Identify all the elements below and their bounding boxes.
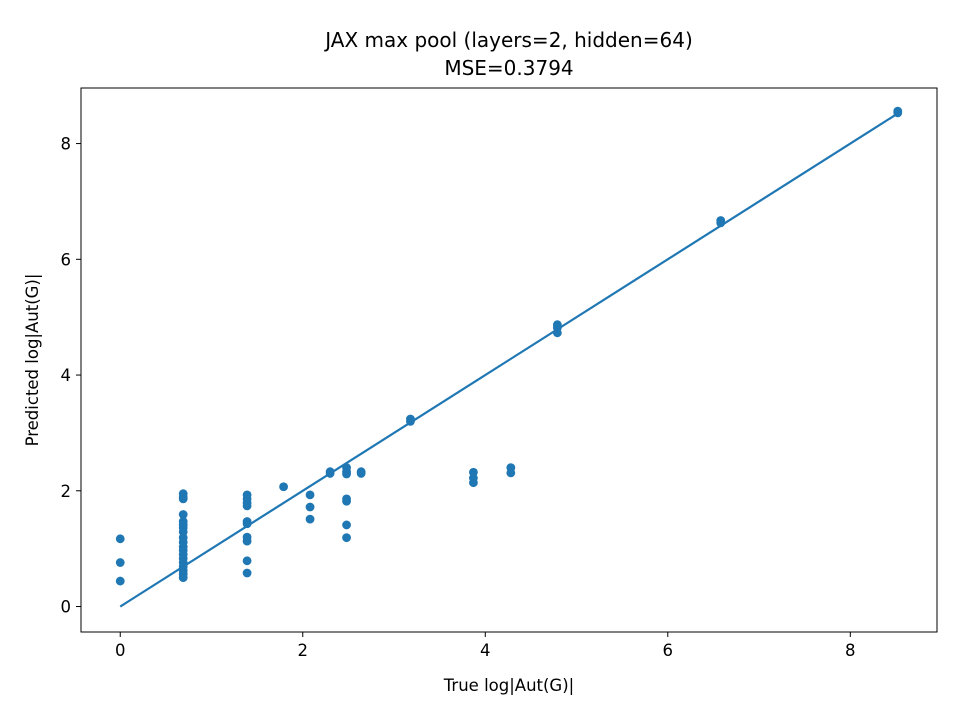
data-point [178, 510, 188, 519]
y-axis-label: Predicted log|Aut(G)| [23, 274, 42, 447]
plot-area-frame [80, 87, 938, 633]
y-tick-label: 0 [61, 598, 72, 617]
x-tick-label: 2 [298, 641, 309, 660]
y-tick-label: 4 [61, 366, 72, 385]
data-point [178, 573, 188, 582]
y-tick-label: 8 [61, 135, 72, 154]
data-point [242, 519, 252, 529]
data-point [305, 490, 315, 500]
data-point [305, 502, 315, 512]
data-point [342, 469, 351, 479]
y-tick-label: 2 [61, 482, 72, 501]
y-tick-label: 6 [61, 250, 72, 269]
data-point [342, 496, 351, 506]
data-point [279, 482, 288, 492]
chart-subtitle: MSE=0.3794 [444, 56, 573, 80]
data-point [242, 501, 252, 511]
data-point [325, 469, 335, 478]
x-tick-label: 4 [480, 641, 491, 660]
x-axis-ticks: 0 2 4 6 8 [115, 632, 856, 660]
y-axis-ticks: 0 2 4 6 8 [61, 135, 81, 617]
data-point [716, 218, 726, 228]
data-point [552, 328, 562, 338]
data-point [178, 494, 188, 504]
data-point [342, 533, 351, 543]
data-point [356, 469, 366, 478]
x-axis-label: True log|Aut(G)| [443, 676, 574, 695]
data-point [469, 478, 478, 488]
data-point [242, 536, 252, 546]
data-point [893, 108, 903, 118]
reference-line-group [119, 112, 899, 608]
data-point [115, 534, 125, 544]
x-tick-label: 8 [845, 641, 856, 660]
data-point [342, 520, 351, 530]
data-point [242, 556, 252, 566]
chart-title: JAX max pool (layers=2, hidden=64) [323, 28, 693, 52]
data-point [305, 514, 315, 524]
data-point [115, 558, 125, 567]
data-points [115, 106, 903, 586]
data-point [242, 568, 252, 578]
x-tick-label: 6 [663, 641, 674, 660]
data-point [406, 416, 415, 426]
data-point [115, 576, 125, 586]
data-point [506, 468, 516, 478]
reference-line [119, 112, 899, 608]
x-tick-label: 0 [115, 641, 126, 660]
